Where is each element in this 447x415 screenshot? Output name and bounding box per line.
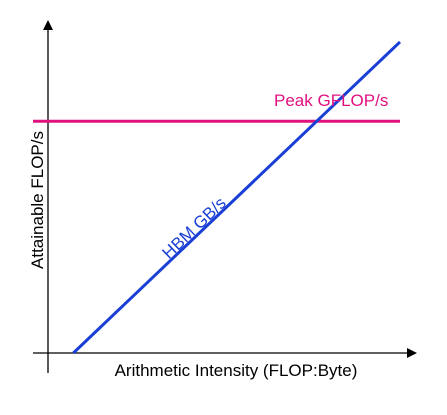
y-axis-label: Attainable FLOP/s — [28, 131, 47, 269]
hbm-bandwidth-label: HBM GB/s — [159, 193, 230, 262]
hbm-bandwidth-line — [72, 40, 402, 355]
x-axis-label: Arithmetic Intensity (FLOP:Byte) — [115, 361, 358, 380]
peak-gflops-label: Peak GFLOP/s — [274, 91, 388, 110]
